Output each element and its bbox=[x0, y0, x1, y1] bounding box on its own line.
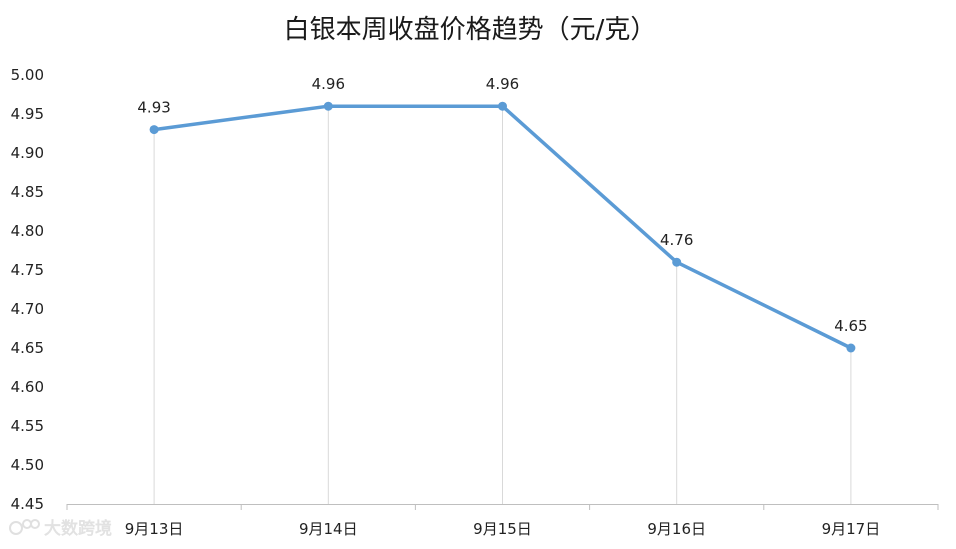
data-point bbox=[846, 343, 856, 353]
x-axis: 9月13日 9月14日 9月15日 9月16日 9月17日 bbox=[66, 504, 939, 538]
data-point bbox=[672, 257, 682, 267]
data-point bbox=[498, 101, 507, 111]
y-tick-label: 4.80 bbox=[11, 222, 44, 240]
series bbox=[149, 101, 856, 353]
y-tick-label: 4.70 bbox=[11, 300, 44, 318]
chart-title: 白银本周收盘价格趋势（元/克） bbox=[284, 15, 657, 45]
x-tick-label: 9月16日 bbox=[647, 520, 706, 538]
y-tick-label: 4.90 bbox=[11, 144, 44, 162]
watermark-text: 大数跨境 bbox=[44, 518, 112, 539]
data-label: 4.76 bbox=[660, 231, 693, 249]
watermark-logo-icon bbox=[9, 519, 40, 535]
y-axis: 4.45 4.50 4.55 4.60 4.65 4.70 4.75 4.80 4.85 4.90… bbox=[11, 66, 44, 513]
y-tick-label: 4.95 bbox=[11, 105, 44, 123]
y-tick-label: 4.60 bbox=[11, 378, 44, 396]
data-point bbox=[149, 125, 159, 135]
data-label: 4.65 bbox=[834, 317, 867, 335]
data-labels: 4.93 4.96 4.96 4.76 4.65 bbox=[137, 75, 867, 335]
x-tick-label: 9月13日 bbox=[125, 520, 184, 538]
data-label: 4.93 bbox=[137, 99, 170, 117]
x-tick-label: 9月15日 bbox=[473, 520, 532, 538]
y-tick-label: 4.45 bbox=[11, 495, 44, 513]
y-tick-label: 4.55 bbox=[11, 417, 44, 435]
y-tick-label: 4.75 bbox=[11, 261, 44, 279]
data-point bbox=[323, 101, 333, 111]
y-tick-label: 4.65 bbox=[11, 339, 44, 357]
drop-lines bbox=[153, 106, 852, 504]
x-tick-label: 9月17日 bbox=[822, 520, 881, 538]
y-tick-label: 4.85 bbox=[11, 183, 44, 201]
data-label: 4.96 bbox=[486, 75, 519, 93]
x-tick-label: 9月14日 bbox=[299, 520, 358, 538]
y-tick-label: 5.00 bbox=[11, 66, 44, 84]
watermark: 大数跨境 bbox=[9, 518, 112, 539]
y-tick-label: 4.50 bbox=[11, 456, 44, 474]
data-label: 4.96 bbox=[312, 75, 345, 93]
